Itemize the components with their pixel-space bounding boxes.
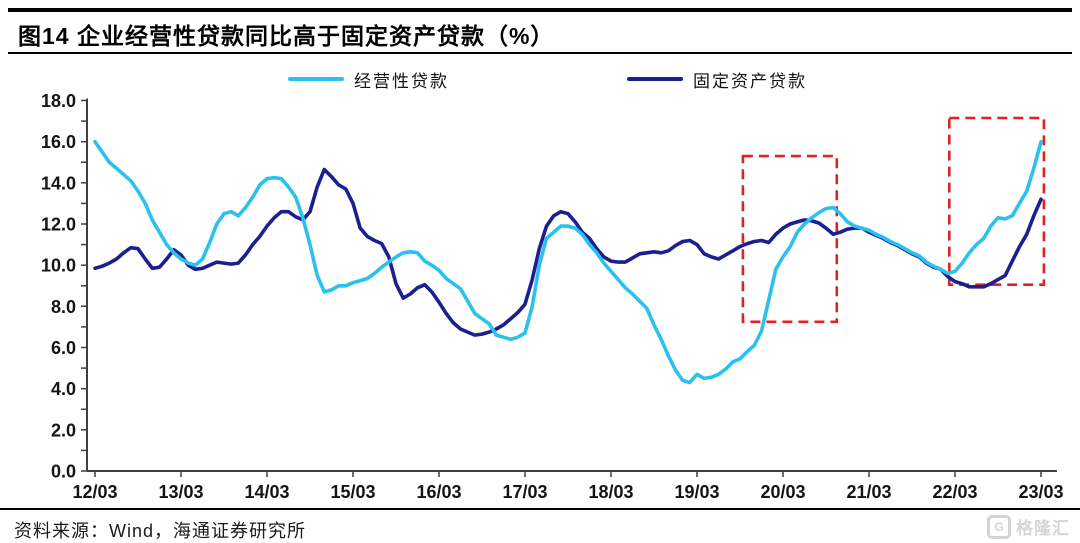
legend-item-operating-loans: 经营性贷款 (288, 68, 449, 91)
header-bottom-rule (8, 52, 1072, 54)
gelonghui-logo-text: 格隆汇 (1016, 519, 1070, 538)
legend-label-fixed-asset-loans: 固定资产贷款 (693, 71, 807, 91)
svg-text:6.0: 6.0 (51, 338, 76, 358)
source-text: 资料来源：Wind，海通证券研究所 (14, 521, 307, 541)
svg-text:20/03: 20/03 (760, 482, 805, 502)
legend-label-operating-loans: 经营性贷款 (354, 71, 449, 91)
svg-text:22/03: 22/03 (932, 482, 977, 502)
gelonghui-logo-icon: G (987, 514, 1011, 539)
svg-text:16/03: 16/03 (416, 482, 461, 502)
svg-text:13/03: 13/03 (158, 482, 203, 502)
svg-text:2.0: 2.0 (51, 420, 76, 440)
svg-text:8.0: 8.0 (51, 297, 76, 317)
operating-loans-line-swatch (288, 77, 344, 81)
svg-text:10.0: 10.0 (41, 256, 76, 276)
svg-text:4.0: 4.0 (51, 379, 76, 399)
svg-text:18/03: 18/03 (588, 482, 633, 502)
legend-item-fixed-asset-loans: 固定资产贷款 (627, 68, 807, 91)
header-top-rule (8, 8, 1072, 12)
svg-text:12/03: 12/03 (72, 482, 117, 502)
svg-text:18.0: 18.0 (41, 91, 76, 111)
svg-text:12.0: 12.0 (41, 215, 76, 235)
svg-text:16.0: 16.0 (41, 132, 76, 152)
fixed-asset-loans-line-swatch (627, 77, 683, 81)
svg-text:19/03: 19/03 (674, 482, 719, 502)
svg-text:23/03: 23/03 (1018, 482, 1063, 502)
svg-text:17/03: 17/03 (502, 482, 547, 502)
svg-text:14.0: 14.0 (41, 173, 76, 193)
svg-text:15/03: 15/03 (330, 482, 375, 502)
svg-text:21/03: 21/03 (846, 482, 891, 502)
gelonghui-logo: G 格隆汇 (987, 514, 1070, 539)
footer-rule (0, 508, 1080, 510)
svg-text:0.0: 0.0 (51, 462, 76, 482)
svg-text:14/03: 14/03 (244, 482, 289, 502)
figure-title: 图14 企业经营性贷款同比高于固定资产贷款（%） (18, 23, 555, 49)
